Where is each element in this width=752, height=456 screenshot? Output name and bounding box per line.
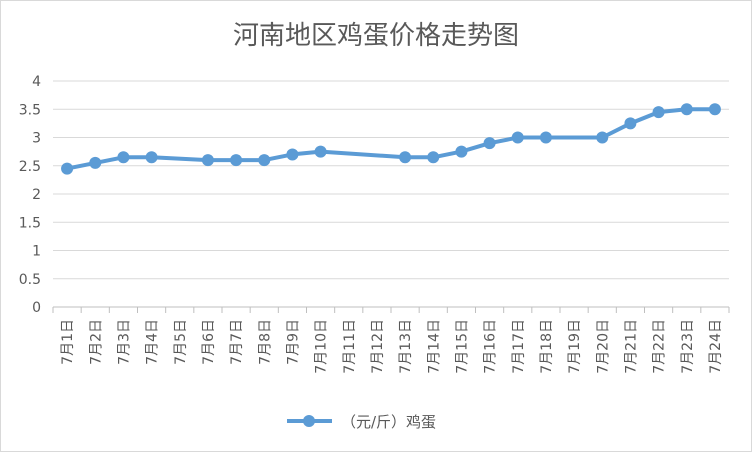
data-point — [624, 117, 637, 130]
x-tick-label: 7月24日 — [708, 319, 724, 374]
data-point — [455, 145, 468, 158]
data-point — [145, 151, 158, 164]
y-tick-label: 2.5 — [19, 159, 41, 175]
x-tick-label: 7月17日 — [511, 319, 527, 374]
data-point — [708, 103, 721, 116]
data-point — [258, 154, 271, 167]
x-axis-ticks: 7月1日 7月2日 7月3日 7月4日 7月5日 7月6日 7月7日 7月8日 7月9日 7月10… — [52, 307, 730, 374]
y-tick-label: 0 — [32, 300, 41, 316]
data-point — [483, 137, 496, 150]
x-tick-label: 7月6日 — [201, 319, 217, 365]
data-point — [117, 151, 130, 164]
data-point — [230, 154, 243, 167]
chart-title: 河南地区鸡蛋价格走势图 — [233, 21, 519, 51]
data-point — [61, 162, 74, 175]
x-tick-label: 7月2日 — [88, 319, 104, 365]
legend-label: （元/斤）鸡蛋 — [341, 413, 436, 431]
x-tick-label: 7月20日 — [595, 319, 611, 374]
data-point — [511, 131, 524, 144]
y-tick-label: 1 — [32, 244, 41, 260]
data-point — [427, 151, 440, 164]
data-point — [201, 154, 214, 167]
x-tick-label: 7月4日 — [145, 319, 161, 365]
x-tick-label: 7月10日 — [314, 319, 330, 374]
x-tick-label: 7月23日 — [680, 319, 696, 374]
x-tick-label: 7月11日 — [342, 319, 358, 374]
x-tick-label: 7月1日 — [60, 319, 76, 365]
x-tick-label: 7月18日 — [539, 319, 555, 374]
series-line — [66, 107, 715, 171]
x-tick-label: 7月5日 — [173, 319, 189, 365]
data-point — [680, 103, 693, 116]
y-tick-label: 3.5 — [19, 102, 41, 118]
legend: （元/斤）鸡蛋 — [287, 413, 436, 431]
y-tick-label: 2 — [32, 187, 41, 203]
data-point — [652, 106, 665, 119]
x-tick-label: 7月21日 — [623, 319, 639, 374]
data-point — [89, 156, 102, 169]
legend-marker — [303, 415, 315, 427]
x-tick-label: 7月8日 — [257, 319, 273, 365]
x-tick-label: 7月16日 — [483, 319, 499, 374]
y-tick-label: 1.5 — [19, 215, 41, 231]
x-tick-label: 7月12日 — [370, 319, 386, 374]
data-point — [314, 145, 327, 158]
y-tick-label: 0.5 — [19, 272, 41, 288]
y-axis-ticks: 0 0.5 1 1.5 2 2.5 3 3.5 4 — [19, 74, 41, 316]
data-point — [286, 148, 299, 161]
x-tick-label: 7月15日 — [454, 319, 470, 374]
x-tick-label: 7月19日 — [567, 319, 583, 374]
gridlines — [53, 80, 729, 308]
x-tick-label: 7月7日 — [229, 319, 245, 365]
x-tick-label: 7月13日 — [398, 319, 414, 374]
series-layer — [61, 103, 721, 175]
x-tick-label: 7月9日 — [285, 319, 301, 365]
x-tick-label: 7月14日 — [426, 319, 442, 374]
data-point — [596, 131, 609, 144]
data-point — [539, 131, 552, 144]
y-tick-label: 3 — [32, 131, 41, 147]
data-point — [399, 151, 412, 164]
y-tick-label: 4 — [32, 74, 41, 90]
x-tick-label: 7月22日 — [652, 319, 668, 374]
x-tick-label: 7月3日 — [116, 319, 132, 365]
